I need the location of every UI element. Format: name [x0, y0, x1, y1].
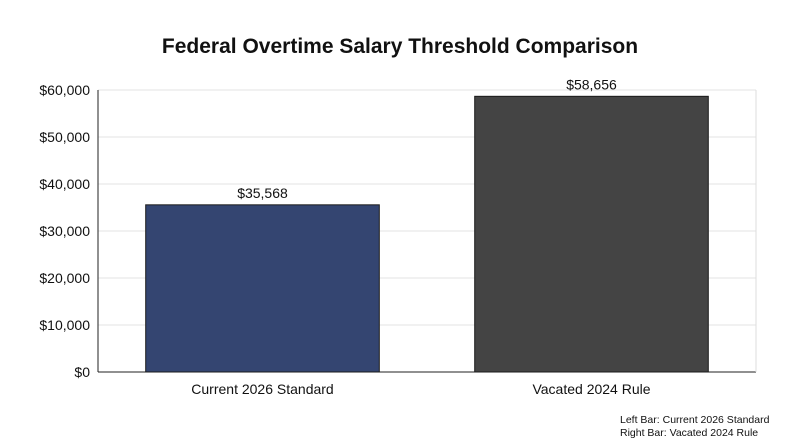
bar-value-label: $35,568 [237, 185, 288, 201]
y-tick-label: $0 [74, 364, 90, 380]
chart-title: Federal Overtime Salary Threshold Compar… [162, 35, 638, 58]
x-category-label: Current 2026 Standard [191, 381, 333, 397]
x-category-label: Vacated 2024 Rule [532, 381, 650, 397]
y-tick-label: $60,000 [39, 82, 90, 98]
bars [145, 95, 709, 373]
x-axis-category-labels: Current 2026 Standard Vacated 2024 Rule [191, 381, 650, 397]
y-tick-label: $40,000 [39, 176, 90, 192]
value-labels: $35,568 $58,656 [237, 76, 617, 201]
bar-note: Left Bar: Current 2026 Standard [620, 414, 770, 426]
bar [474, 95, 709, 373]
bar [145, 204, 380, 373]
y-axis-tick-labels: $0 $10,000 $20,000 $30,000 $40,000 $50,000 $60… [39, 82, 90, 380]
bar-value-label: $58,656 [566, 76, 617, 92]
y-tick-label: $10,000 [39, 317, 90, 333]
y-tick-label: $50,000 [39, 129, 90, 145]
y-tick-label: $30,000 [39, 223, 90, 239]
bar-note: Right Bar: Vacated 2024 Rule [620, 427, 758, 439]
y-tick-label: $20,000 [39, 270, 90, 286]
